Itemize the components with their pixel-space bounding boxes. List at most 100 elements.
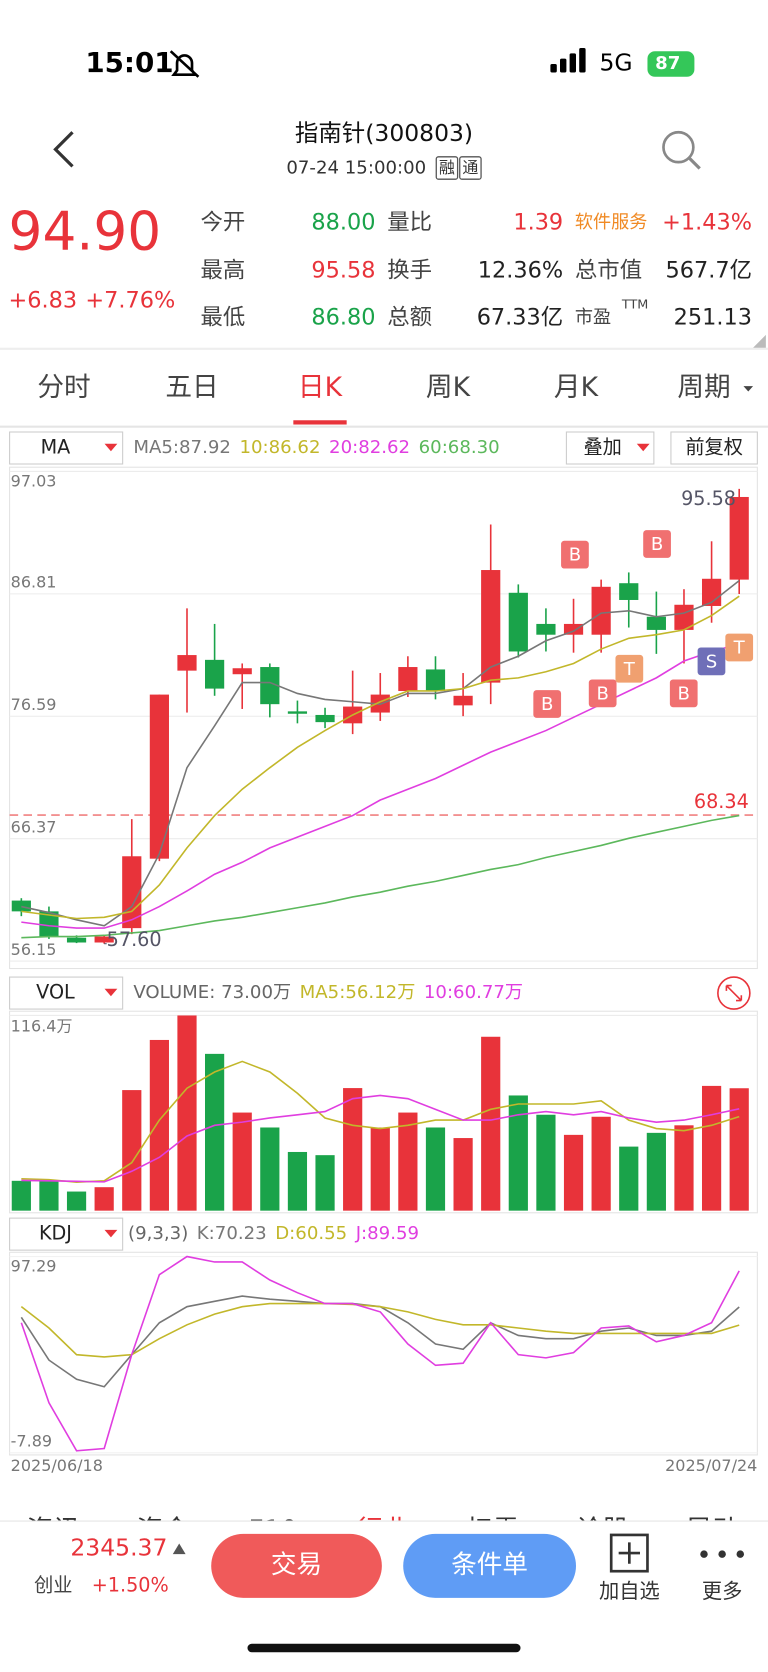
signal-label: B — [678, 683, 690, 704]
volume-bar — [39, 1180, 59, 1211]
period-tab[interactable]: 分时 — [37, 372, 90, 403]
volume-ma-line — [21, 1060, 740, 1183]
index-arrow — [172, 1543, 186, 1555]
period-tab[interactable]: 日K — [298, 372, 344, 403]
candle-body — [508, 592, 528, 652]
volume-ma-line — [21, 1094, 740, 1183]
fullscreen-button[interactable] — [717, 976, 751, 1010]
stat-label: 量比 — [387, 209, 432, 235]
battery — [647, 51, 695, 77]
chart-button-label: 前复权 — [685, 436, 743, 459]
volume-bar — [11, 1180, 31, 1211]
x-label: 2025/07/24 — [665, 1456, 757, 1475]
stat-label: 市盈 — [575, 307, 611, 328]
mute-icon — [169, 50, 200, 78]
badge-text: 融 — [439, 158, 455, 177]
volume-bar — [287, 1151, 308, 1211]
volume-bar — [94, 1187, 114, 1211]
stat-sup: TTM — [621, 298, 648, 313]
legend-item: VOLUME: 73.00万 — [133, 982, 291, 1003]
candle-body — [260, 667, 280, 705]
signal-marker — [588, 679, 617, 708]
signal-marker — [561, 540, 589, 569]
period-tab[interactable]: 周K — [426, 372, 472, 403]
ma-line — [21, 643, 740, 929]
select-arrow — [104, 443, 118, 452]
signal-marker — [725, 633, 754, 662]
volume-bar — [398, 1112, 418, 1211]
badge — [459, 156, 482, 180]
trade-button[interactable] — [211, 1533, 382, 1598]
candle-body — [591, 586, 611, 635]
y-tick-label: 116.4万 — [11, 1017, 73, 1036]
candle-body — [398, 667, 418, 691]
indicator-select[interactable] — [9, 1217, 124, 1251]
indicator-name: KDJ — [39, 1222, 72, 1245]
back-button[interactable] — [53, 131, 74, 168]
candle-body — [94, 936, 114, 943]
candle-body — [563, 623, 584, 635]
volume-bar — [563, 1134, 584, 1211]
volume-bar — [232, 1112, 252, 1211]
indicator-select[interactable] — [9, 431, 124, 465]
signal-bar — [569, 53, 576, 73]
order-label: 条件单 — [451, 1550, 528, 1580]
fullscreen-icon — [725, 984, 743, 1002]
chart-frame — [9, 466, 758, 970]
corner-mark — [753, 334, 766, 348]
battery-level: 87 — [655, 53, 680, 74]
legend-item: 20:82.62 — [329, 437, 410, 458]
legend-item: 10:86.62 — [239, 437, 320, 458]
action-label[interactable]: 加自选 — [599, 1579, 660, 1603]
chart-button[interactable] — [670, 431, 758, 465]
candle-body — [177, 655, 197, 671]
volume-bar — [66, 1191, 87, 1211]
status-time: 15:01 — [85, 46, 173, 79]
period-tab[interactable]: 月K — [554, 372, 600, 403]
tab-underline — [293, 420, 347, 425]
order-button[interactable] — [403, 1533, 576, 1598]
stat-value: 1.39 — [513, 209, 563, 235]
volume-bar — [619, 1146, 639, 1211]
chart-button-label: 叠加 — [583, 436, 621, 459]
reference-label: 68.34 — [694, 790, 749, 813]
volume-bar — [315, 1155, 335, 1211]
stat-value: +1.43% — [662, 209, 752, 235]
action-label[interactable]: 更多 — [702, 1579, 743, 1603]
search-button[interactable] — [662, 130, 695, 164]
volume-bar — [122, 1090, 142, 1211]
candle-body — [39, 911, 59, 937]
volume-bar — [177, 1015, 197, 1211]
volume-bar — [508, 1095, 528, 1211]
signal-marker — [615, 654, 644, 683]
stat-label: 今开 — [201, 209, 246, 235]
stat-label: 换手 — [387, 257, 432, 283]
legend-item: MA5:87.92 — [133, 437, 231, 458]
chart-button[interactable] — [565, 431, 655, 465]
signal-label: T — [623, 659, 636, 680]
more-dot — [700, 1550, 708, 1558]
candle-body — [619, 583, 639, 600]
signal-label: B — [541, 694, 553, 715]
chart-frame — [9, 1251, 758, 1456]
indicator-select[interactable] — [9, 976, 124, 1010]
signal-bar — [550, 64, 557, 73]
chart-frame — [9, 1010, 758, 1214]
ma-line — [21, 595, 740, 920]
trade-label: 交易 — [271, 1550, 322, 1580]
legend-item: D:60.55 — [275, 1223, 347, 1244]
signal-marker — [643, 530, 671, 558]
watchlist-icon[interactable] — [609, 1533, 649, 1573]
stat-value: 12.36% — [478, 257, 563, 283]
home-indicator — [247, 1643, 521, 1653]
candle-body — [66, 937, 87, 943]
plus — [618, 1542, 640, 1564]
signal-marker — [697, 647, 726, 676]
period-tab[interactable]: 周期 — [677, 372, 730, 403]
period-tab[interactable]: 五日 — [165, 372, 218, 403]
volume-bar — [260, 1127, 280, 1211]
volume-bar — [701, 1085, 722, 1211]
candle-body — [205, 659, 225, 689]
volume-bar — [481, 1036, 501, 1211]
stat-value: 88.00 — [311, 209, 375, 235]
